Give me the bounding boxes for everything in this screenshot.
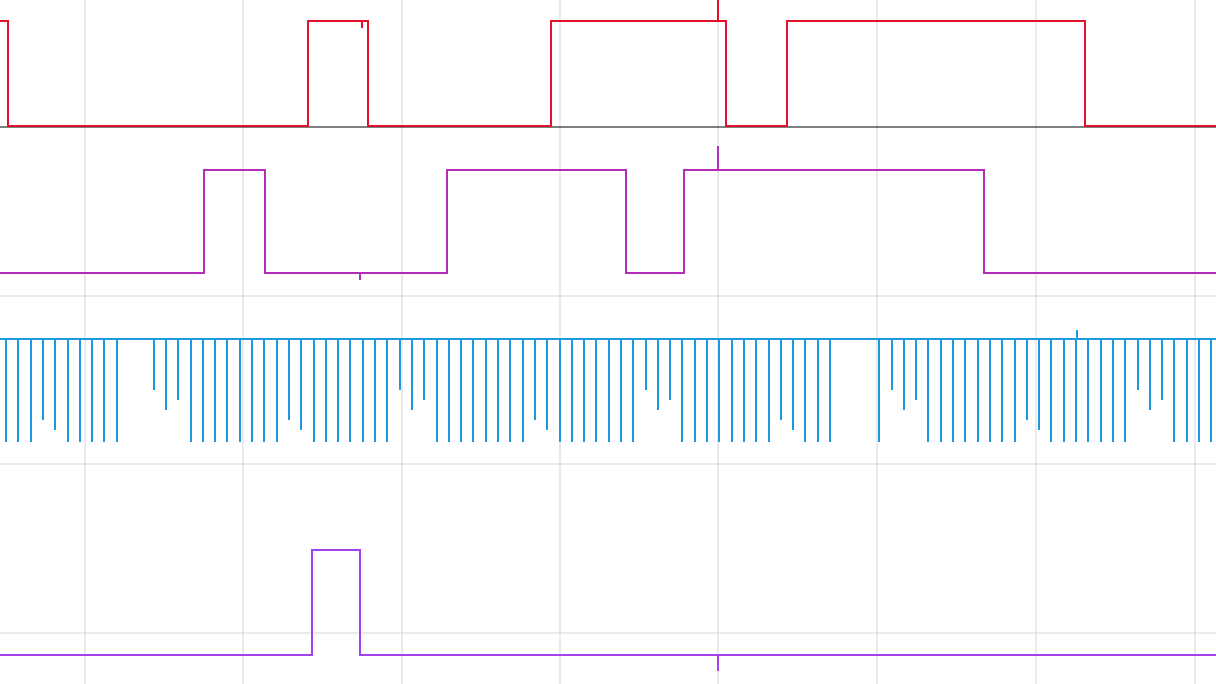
- channel-4-trace: [0, 549, 1216, 656]
- channel-2-spike: [359, 146, 719, 280]
- channel-1-trace: [0, 20, 1216, 127]
- channel-1-spike: [361, 0, 719, 28]
- channel-2-trace: [0, 169, 1216, 274]
- channel-3-trace: [0, 330, 1216, 442]
